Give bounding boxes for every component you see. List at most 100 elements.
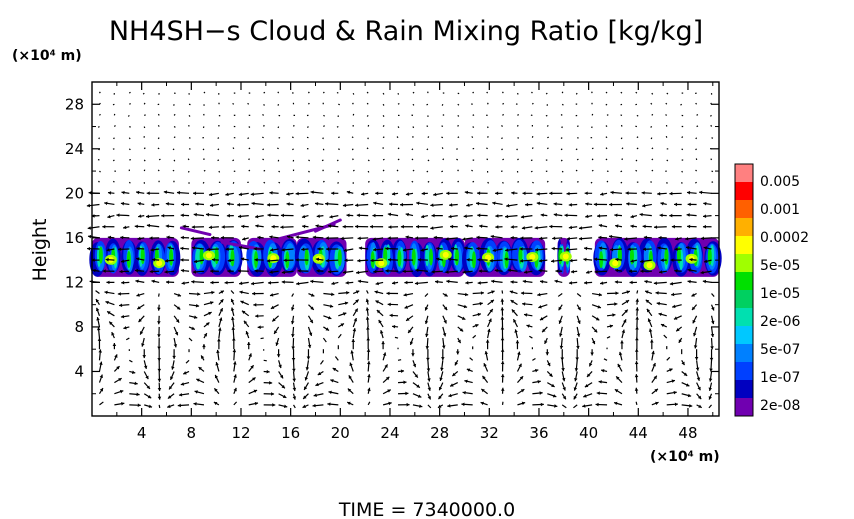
wind-vector-head: [149, 269, 153, 274]
wind-vector-head: [570, 269, 575, 274]
wind-vector-head: [120, 314, 125, 319]
wind-vector-head: [513, 319, 517, 323]
wind-vector-head: [534, 247, 539, 252]
wind-vector-head: [146, 223, 151, 228]
wind-vector-head: [489, 309, 493, 313]
wind-vector: [232, 102, 235, 105]
wind-vector-head: [481, 388, 485, 393]
wind-vector-head: [585, 214, 589, 219]
wind-vector-head: [522, 279, 526, 284]
wind-vector-head: [283, 404, 288, 408]
wind-vector: [248, 147, 251, 150]
wind-vector: [561, 404, 567, 409]
wind-vector-head: [224, 280, 228, 285]
wind-vector-head: [208, 192, 213, 197]
wind-vector-head: [562, 395, 566, 400]
legend-swatch: [735, 236, 753, 255]
wind-vector-head: [436, 257, 440, 261]
wind-vector: [113, 125, 116, 127]
x-tick-label: 8: [187, 424, 197, 442]
wind-vector-head: [243, 320, 248, 325]
wind-vector-head: [366, 326, 370, 330]
wind-vector-head: [624, 309, 628, 314]
wind-vector-head: [227, 258, 231, 263]
y-axis-unit: (×10⁴ m): [12, 48, 82, 64]
x-tick-label: 40: [579, 424, 598, 442]
wind-vector-head: [151, 279, 155, 284]
wind-vector-head: [426, 368, 431, 372]
wind-vector-head: [99, 388, 103, 392]
wind-vector-head: [342, 270, 347, 275]
wind-vector: [605, 158, 608, 161]
wind-vector-head: [149, 236, 153, 240]
wind-vector-head: [485, 339, 490, 343]
wind-vector-head: [693, 332, 697, 337]
wind-vector-head: [443, 306, 448, 311]
wind-vector: [412, 169, 415, 172]
wind-vector-head: [448, 214, 452, 219]
wind-vector-head: [240, 257, 245, 261]
wind-vector-head: [253, 247, 257, 251]
wind-vector-head: [406, 317, 410, 321]
wind-vector-head: [331, 292, 335, 297]
wind-vector: [381, 180, 384, 183]
wind-vector-head: [675, 236, 679, 241]
wind-vector: [427, 159, 430, 162]
wind-vector-head: [630, 259, 634, 263]
wind-vector: [260, 337, 264, 340]
legend-label: 2e-08: [760, 398, 800, 414]
wind-vector-head: [183, 371, 187, 375]
wind-vector-head: [195, 202, 199, 206]
wind-vector-head: [500, 307, 505, 311]
wind-vector-head: [445, 237, 449, 241]
wind-vector-head: [215, 362, 219, 366]
wind-vector-head: [405, 391, 409, 396]
wind-vector-head: [365, 307, 370, 311]
wind-vector-head: [625, 191, 629, 195]
wind-vector-head: [578, 226, 583, 230]
wind-vector-head: [391, 281, 396, 285]
wind-vector-head: [414, 281, 419, 286]
wind-vector: [143, 159, 146, 162]
wind-vector: [129, 103, 131, 105]
wind-vector: [531, 147, 534, 150]
wind-vector-head: [575, 357, 579, 361]
wind-vector-head: [624, 237, 628, 241]
wind-vector: [501, 137, 503, 140]
wind-vector-head: [477, 281, 481, 285]
wind-vector-head: [379, 330, 384, 334]
legend-frame: [734, 163, 754, 417]
cloud-cell: [199, 247, 204, 265]
wind-vector-head: [400, 369, 405, 373]
y-tick-label: 16: [65, 229, 84, 247]
wind-vector-head: [520, 291, 525, 295]
wind-vector-head: [402, 269, 406, 274]
wind-vector-head: [150, 248, 154, 252]
wind-vector: [112, 180, 115, 183]
wind-vector-head: [374, 290, 378, 294]
wind-vector-head: [257, 325, 261, 329]
wind-vector-head: [157, 396, 162, 400]
wind-vector-head: [614, 302, 618, 306]
wind-vector-head: [376, 310, 381, 314]
wind-vector-head: [387, 302, 391, 307]
wind-vector-head: [291, 346, 295, 350]
wind-vector-head: [138, 214, 142, 218]
wind-vector-head: [552, 394, 557, 398]
wind-vector: [233, 401, 238, 406]
wind-vector-head: [621, 329, 626, 333]
wind-vector-head: [175, 319, 180, 323]
wind-vector-head: [210, 280, 214, 285]
wind-vector-head: [357, 258, 361, 263]
wind-vector-head: [545, 352, 550, 356]
wind-vector-head: [346, 213, 350, 218]
wind-vector-head: [96, 327, 101, 331]
wind-vector: [487, 136, 489, 138]
wind-vector-head: [610, 247, 614, 252]
wind-vector-head: [169, 385, 173, 390]
wind-vector-head: [392, 324, 396, 329]
wind-vector-head: [373, 247, 377, 252]
wind-vector: [709, 114, 712, 117]
wind-vector-head: [180, 213, 184, 218]
wind-vector-head: [119, 269, 123, 274]
